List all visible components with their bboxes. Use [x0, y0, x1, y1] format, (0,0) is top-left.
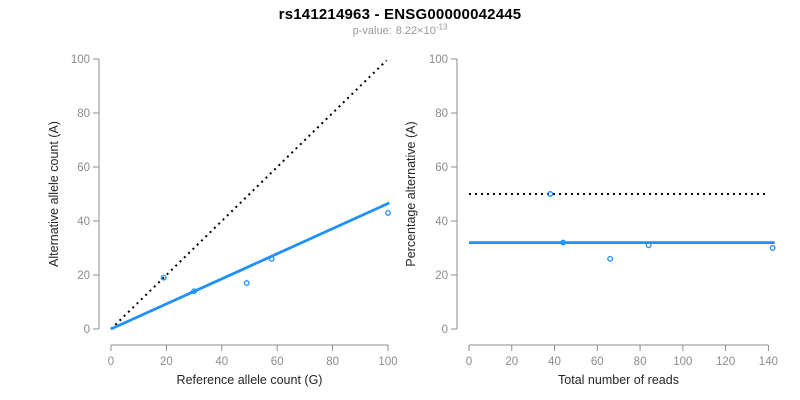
y-tick-label: 80 [77, 108, 90, 120]
y-tick-label: 100 [429, 54, 448, 66]
y-axis-title: Alternative allele count (A) [47, 121, 61, 267]
x-tick-label: 100 [378, 356, 397, 368]
data-point [560, 239, 567, 246]
y-tick-label: 60 [435, 162, 448, 174]
x-tick-label: 20 [160, 356, 173, 368]
data-point [385, 209, 391, 216]
x-axis-title: Reference allele count (G) [177, 373, 323, 387]
y-tick-label: 20 [435, 270, 448, 282]
x-tick-label: 100 [673, 356, 692, 368]
p-value-base: 8.22×10 [395, 25, 436, 37]
x-tick-label: 80 [326, 356, 339, 368]
x-tick-label: 40 [548, 356, 561, 368]
x-tick-label: 60 [271, 356, 284, 368]
y-tick-label: 20 [77, 270, 90, 282]
data-point [547, 191, 554, 197]
p-value-label: p-value: [352, 25, 392, 37]
y-tick-label: 0 [442, 324, 448, 336]
y-tick-label: 40 [435, 216, 448, 228]
p-value-subtitle: p-value: 8.22×10-13 [0, 22, 800, 37]
page-title: rs141214963 - ENSG00000042445 [278, 6, 522, 23]
y-axis-title: Percentage alternative (A) [404, 121, 418, 266]
y-tick-label: 100 [71, 54, 90, 66]
y-tick-label: 40 [77, 216, 90, 228]
data-point [268, 255, 275, 262]
data-point [191, 288, 198, 295]
data-point [243, 280, 250, 287]
y-tick-label: 60 [77, 162, 90, 174]
x-axis-title: Total number of reads [558, 373, 679, 387]
data-point [160, 274, 167, 281]
x-tick-label: 120 [716, 356, 735, 368]
x-tick-label: 80 [634, 356, 647, 368]
data-point [769, 245, 776, 251]
y-tick-label: 0 [84, 324, 90, 336]
identity-line [110, 59, 388, 330]
y-tick-label: 80 [435, 108, 448, 120]
x-tick-label: 0 [108, 356, 114, 368]
x-tick-label: 140 [759, 356, 778, 368]
x-tick-label: 20 [505, 356, 518, 368]
data-point [607, 255, 614, 262]
data-point [645, 242, 652, 249]
x-tick-label: 0 [466, 356, 472, 368]
fit-line [110, 201, 390, 331]
x-tick-label: 60 [591, 356, 604, 368]
p-value-exponent: -13 [435, 22, 448, 32]
x-tick-label: 40 [215, 356, 228, 368]
